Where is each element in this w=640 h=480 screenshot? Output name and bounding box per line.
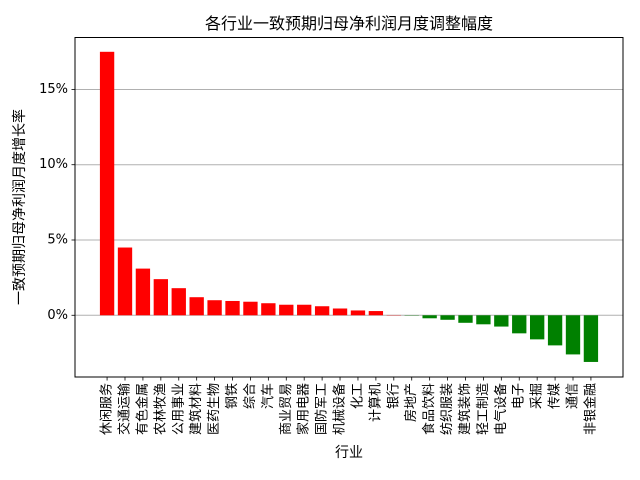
x-tick-label: 国防军工: [314, 383, 330, 435]
y-tick-label: 0%: [47, 308, 68, 323]
x-tick-label: 电气设备: [493, 383, 509, 435]
bars: [99, 51, 599, 362]
x-tick-label: 非银金融: [582, 383, 598, 435]
x-tick-label: 休闲服务: [99, 383, 115, 435]
x-tick-label: 农林牧渔: [153, 383, 168, 435]
bar: [261, 303, 276, 316]
x-tick-label: 综合: [243, 383, 258, 409]
x-tick-label: 钢铁: [225, 383, 240, 409]
x-tick-label: 房地产: [403, 383, 419, 422]
bar: [332, 308, 348, 316]
bar: [512, 315, 527, 334]
x-axis-ticks: 休闲服务 交通运输 有色金属 农林牧渔 公用事业 建筑材料 医药生物 钢铁 综合 汽车 商业贸易 家用…: [99, 377, 598, 435]
bar: [440, 315, 455, 320]
y-axis-label: 一致预期归母净利润月度增长率: [11, 109, 28, 305]
x-tick-label: 化工: [350, 383, 365, 409]
bar: [422, 315, 437, 319]
bar: [458, 315, 473, 323]
x-tick-label: 汽车: [260, 383, 276, 409]
x-tick-label: 机械设备: [332, 383, 348, 435]
bar: [99, 51, 115, 316]
bar: [494, 315, 509, 327]
bar: [243, 301, 258, 316]
bar: [189, 297, 204, 316]
x-axis-label: 行业: [335, 445, 363, 461]
y-axis-ticks: 0% 5% 10% 15%: [39, 82, 75, 323]
bar: [297, 304, 312, 316]
plot-border: [74, 37, 624, 378]
bar: [225, 300, 240, 316]
x-tick-label: 银行: [386, 383, 401, 409]
x-tick-label: 采掘: [530, 383, 545, 409]
bar: [207, 300, 222, 316]
x-tick-label: 传媒: [548, 383, 563, 409]
bar: [368, 311, 384, 316]
x-tick-label: 计算机: [368, 383, 383, 422]
bar: [350, 310, 366, 316]
x-tick-label: 医药生物: [207, 383, 222, 435]
x-tick-label: 电子: [512, 383, 527, 409]
chart-title: 各行业一致预期归母净利润月度调整幅度: [205, 14, 493, 33]
bar: [583, 315, 599, 362]
x-tick-label: 商业贸易: [279, 383, 294, 435]
bar: [135, 268, 151, 316]
bar: [153, 279, 169, 316]
x-tick-label: 公用事业: [171, 383, 186, 435]
bar: [279, 304, 294, 316]
y-tick-label: 15%: [39, 82, 68, 97]
x-tick-label: 轻工制造: [476, 383, 491, 435]
x-tick-label: 建筑材料: [188, 383, 204, 435]
bar: [529, 315, 545, 340]
y-tick-label: 10%: [39, 157, 68, 172]
bar: [314, 306, 330, 316]
bar: [117, 247, 133, 316]
bar: [476, 315, 491, 325]
x-tick-label: 交通运输: [116, 383, 132, 435]
x-tick-label: 有色金属: [134, 383, 150, 435]
x-tick-label: 建筑装饰: [457, 383, 473, 435]
bar: [547, 315, 563, 346]
x-tick-label: 家用电器: [296, 383, 312, 435]
x-tick-label: 食品饮料: [421, 383, 437, 435]
x-tick-label: 纺织服装: [440, 383, 455, 435]
bar: [565, 315, 581, 355]
x-tick-label: 通信: [566, 383, 581, 409]
bar: [171, 288, 186, 316]
y-tick-label: 5%: [47, 232, 68, 247]
